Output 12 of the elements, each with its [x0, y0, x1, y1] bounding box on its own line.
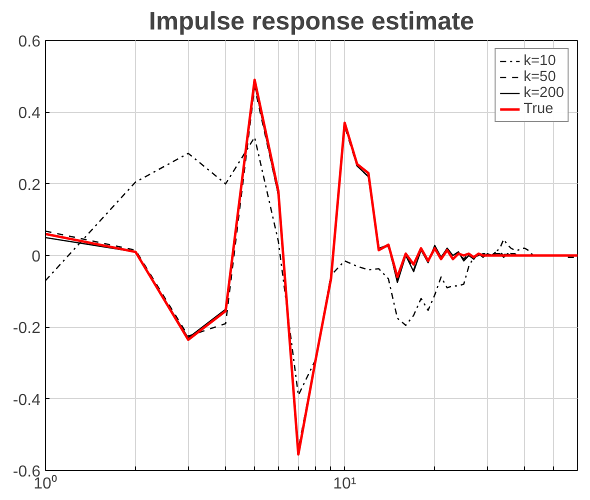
chart-title: Impulse response estimate	[148, 8, 474, 36]
legend-label: k=10	[524, 53, 556, 69]
x-tick-label: 10¹	[333, 476, 356, 492]
legend-label: True	[524, 101, 554, 117]
y-tick-label: 0.6	[18, 34, 41, 50]
y-tick-label: -0.2	[12, 320, 41, 338]
y-tick-label: -0.4	[12, 392, 41, 409]
legend-label: k=200	[524, 85, 564, 101]
y-tick-label: 0	[32, 248, 41, 266]
y-tick-label: 0.2	[18, 176, 41, 194]
legend-label: k=50	[524, 69, 556, 85]
y-tick-label: 0.4	[18, 105, 41, 122]
